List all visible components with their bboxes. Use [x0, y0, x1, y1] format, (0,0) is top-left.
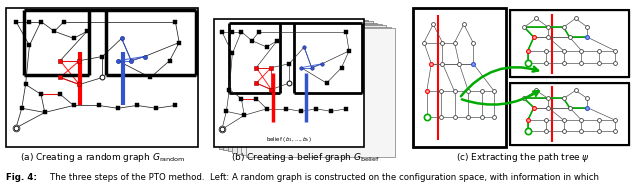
Bar — [6, 8, 198, 147]
Text: Fig. 4:: Fig. 4: — [6, 173, 37, 182]
Text: (a) Creating a random graph $G_\mathrm{random}$: (a) Creating a random graph $G_\mathrm{r… — [20, 151, 185, 164]
Bar — [413, 8, 506, 147]
Bar — [246, 28, 396, 157]
Text: The three steps of the PTO method.  Left: A random graph is constructed on the c: The three steps of the PTO method. Left:… — [50, 173, 599, 182]
FancyArrowPatch shape — [461, 67, 538, 96]
Bar — [214, 19, 364, 147]
Bar — [510, 10, 629, 77]
Bar — [413, 8, 506, 147]
Bar — [241, 27, 391, 155]
FancyArrowPatch shape — [462, 91, 539, 105]
Bar — [510, 83, 629, 145]
Text: (b) Creating a belief graph $G_\mathrm{belief}$: (b) Creating a belief graph $G_\mathrm{b… — [231, 151, 380, 164]
Bar — [237, 25, 387, 154]
Bar — [228, 23, 378, 151]
Bar — [510, 10, 629, 77]
Bar — [232, 24, 382, 153]
Text: (c) Extracting the path tree $\psi$: (c) Extracting the path tree $\psi$ — [456, 151, 590, 164]
Text: belief $(b_1, \ldots, b_k)$: belief $(b_1, \ldots, b_k)$ — [266, 135, 312, 144]
Bar — [219, 20, 369, 149]
Bar — [223, 21, 373, 150]
Bar — [510, 83, 629, 145]
